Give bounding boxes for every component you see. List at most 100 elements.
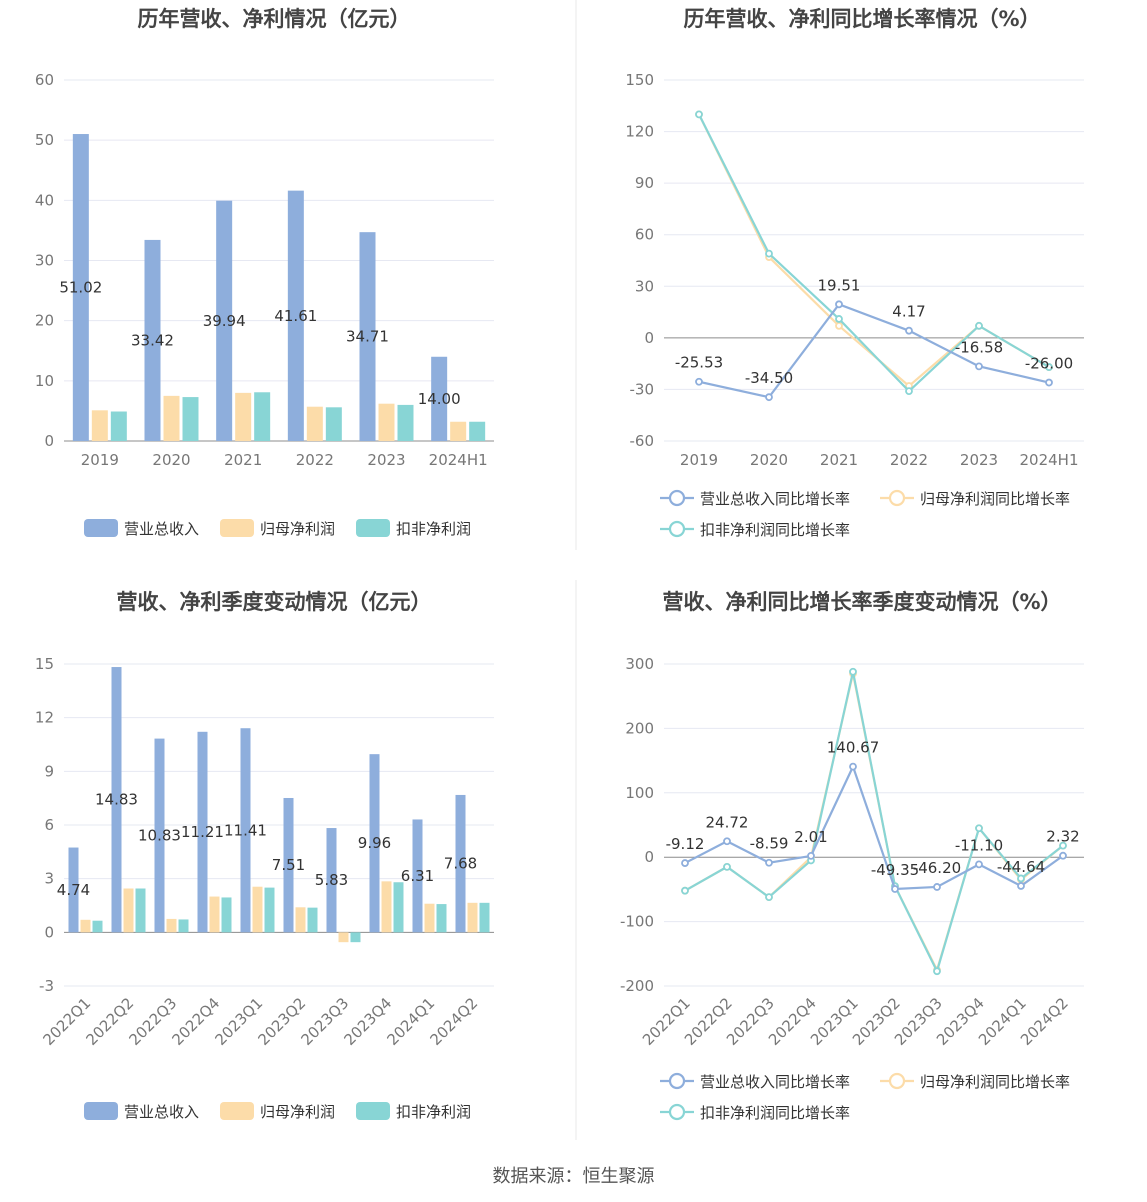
- line-point: [1059, 851, 1067, 860]
- series-line-deducted-profit-growth: [684, 671, 1064, 975]
- x-tick-label: 2023: [367, 451, 405, 469]
- bar-net-profit: [295, 907, 306, 933]
- bar-revenue: [369, 754, 380, 933]
- y-tick-label: 300: [625, 655, 654, 673]
- bar-revenue: [216, 200, 233, 441]
- x-tick-label: 2019: [680, 451, 718, 469]
- legend-label: 扣非净利润: [396, 1103, 471, 1121]
- legend-swatch: [84, 519, 118, 537]
- annual-amounts-chart: 历年营收、净利情况（亿元） 0 10 20 30 40 50 60 2019 2020 2021 20…: [35, 7, 494, 538]
- bar-deducted-profit: [182, 397, 199, 441]
- data-source-note: 数据来源：恒生聚源: [492, 1166, 655, 1187]
- y-tick-label: 50: [35, 131, 54, 149]
- y-tick-label: 90: [635, 174, 654, 192]
- legend-item[interactable]: 营业总收入: [84, 1102, 199, 1121]
- y-tick-label: -200: [620, 977, 654, 995]
- legend-item[interactable]: 扣非净利润同比增长率: [660, 520, 850, 539]
- x-tick-label: 2021: [820, 451, 858, 469]
- data-label: 33.42: [131, 331, 174, 349]
- line-point: [975, 321, 983, 330]
- bar-net-profit: [80, 919, 91, 933]
- bar-net-profit: [338, 932, 349, 943]
- line-point: [723, 837, 731, 846]
- data-label: 19.51: [818, 276, 861, 294]
- line-point: [933, 883, 941, 891]
- legend-item[interactable]: 营业总收入同比增长率: [660, 1072, 850, 1091]
- data-label: -8.59: [750, 835, 789, 853]
- legend-item[interactable]: 营业总收入同比增长率: [660, 489, 850, 508]
- legend-item[interactable]: 归母净利润同比增长率: [880, 489, 1070, 508]
- legend-item[interactable]: 归母净利润: [220, 1102, 335, 1121]
- bar-revenue: [326, 828, 337, 933]
- data-label: 34.71: [346, 328, 389, 346]
- x-tick-label: 2023: [960, 451, 998, 469]
- annual-growth-chart: 历年营收、净利同比增长率情况（%） -60 -30 0 30 60 90 120 150 2019…: [625, 7, 1084, 539]
- series-line-revenue-growth: [684, 763, 1064, 891]
- bar-net-profit: [450, 421, 467, 441]
- data-label: -49.35: [871, 861, 919, 879]
- legend-item[interactable]: 归母净利润: [220, 519, 335, 538]
- legend-item[interactable]: 扣非净利润: [356, 1102, 471, 1121]
- line-point: [1017, 882, 1025, 890]
- y-tick-label: 20: [35, 312, 54, 330]
- legend-marker: [888, 489, 906, 507]
- bar-revenue: [72, 134, 89, 441]
- line-point: [849, 667, 857, 676]
- line-point: [849, 762, 857, 771]
- legend-item[interactable]: 营业总收入: [84, 519, 199, 538]
- legend-label: 营业总收入: [124, 520, 199, 538]
- chart-title: 历年营收、净利同比增长率情况（%）: [683, 7, 1040, 31]
- bar-net-profit: [166, 918, 177, 933]
- legend-label: 扣非净利润同比增长率: [700, 1104, 850, 1122]
- data-label: -9.12: [666, 835, 705, 853]
- bar-net-profit: [306, 406, 323, 441]
- bar-deducted-profit: [325, 407, 342, 441]
- x-tick-label: 2022: [296, 451, 334, 469]
- line-point: [765, 893, 773, 902]
- legend-marker: [668, 520, 686, 538]
- legend-item[interactable]: 归母净利润同比增长率: [880, 1072, 1070, 1091]
- data-label: 2.32: [1046, 828, 1079, 846]
- line-point: [975, 362, 983, 371]
- line-point: [1059, 841, 1067, 850]
- line-point: [695, 110, 703, 119]
- y-tick-label: 0: [644, 329, 654, 347]
- line-point: [765, 858, 773, 867]
- line-point: [765, 393, 773, 402]
- line-point: [681, 886, 689, 895]
- bar-revenue: [455, 794, 466, 933]
- line-point: [723, 862, 731, 871]
- y-tick-label: 60: [35, 71, 54, 89]
- y-tick-label: -30: [630, 380, 655, 398]
- legend-item[interactable]: 扣非净利润同比增长率: [660, 1103, 850, 1122]
- y-tick-label: 3: [44, 870, 54, 888]
- legend-swatch: [84, 1102, 118, 1120]
- bar-deducted-profit: [350, 932, 361, 943]
- x-tick-label: 2022: [890, 451, 928, 469]
- legend-marker: [668, 1072, 686, 1090]
- line-point: [695, 377, 703, 386]
- data-label: -44.64: [997, 858, 1045, 876]
- legend-label: 归母净利润同比增长率: [920, 1073, 1070, 1091]
- data-label: 39.94: [203, 312, 246, 330]
- line-point: [835, 300, 843, 309]
- y-tick-label: 30: [635, 277, 654, 295]
- bar-deducted-profit: [264, 887, 275, 933]
- y-tick-label: 40: [35, 191, 54, 209]
- line-point: [975, 860, 983, 869]
- y-tick-label: 0: [44, 923, 54, 941]
- legend-label: 扣非净利润: [396, 520, 471, 538]
- legend-item[interactable]: 扣非净利润: [356, 519, 471, 538]
- legend-label: 营业总收入同比增长率: [700, 490, 850, 508]
- bar-net-profit: [91, 410, 108, 441]
- data-label: 14.00: [418, 390, 461, 408]
- x-tick-label: 2021: [224, 451, 262, 469]
- legend-swatch: [220, 1102, 254, 1120]
- bar-revenue: [412, 819, 423, 933]
- line-point: [807, 852, 815, 860]
- bar-deducted-profit: [397, 404, 414, 441]
- y-tick-label: 120: [625, 123, 654, 141]
- bar-deducted-profit: [479, 902, 490, 933]
- data-label: 2.01: [794, 828, 827, 846]
- y-tick-label: 10: [35, 372, 54, 390]
